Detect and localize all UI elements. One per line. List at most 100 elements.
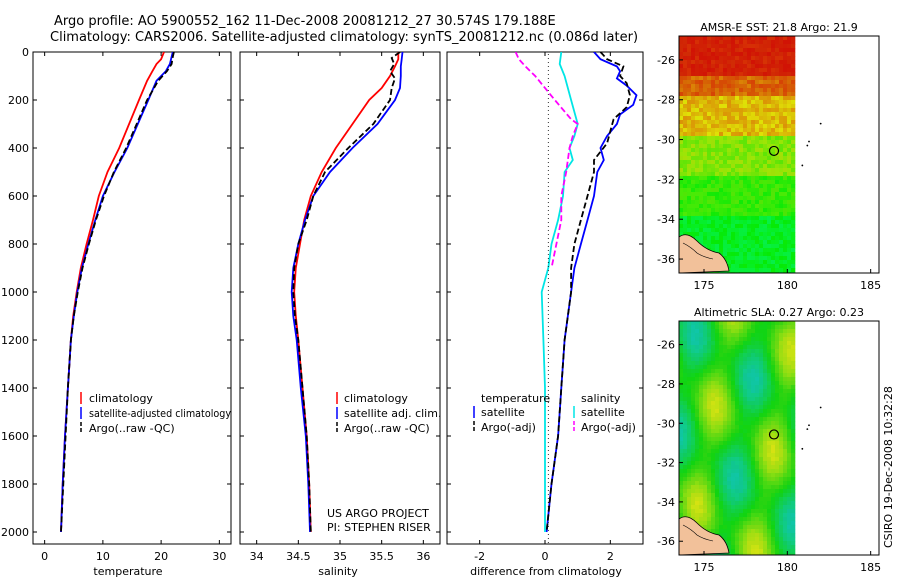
x-tick-label: 36 (416, 550, 430, 563)
map-cell (727, 224, 732, 229)
map-cell (771, 369, 776, 374)
map-cell (703, 361, 708, 366)
map-cell (755, 337, 760, 342)
map-cell (771, 361, 776, 366)
map-cell (767, 397, 772, 402)
map-cell (771, 148, 776, 153)
map-cell (711, 385, 716, 390)
map-cell (783, 260, 788, 265)
map-cell (739, 96, 744, 101)
map-cell (767, 469, 772, 474)
map-cell (791, 545, 796, 550)
map-cell (707, 128, 712, 133)
map-cell (759, 112, 764, 117)
map-cell (751, 353, 756, 358)
map-cell (771, 72, 776, 77)
map-cell (683, 501, 688, 506)
map-cell (755, 264, 760, 269)
sla-map-frame (678, 320, 880, 556)
map-cell (763, 425, 768, 430)
map-cell (707, 401, 712, 406)
map-cell (683, 204, 688, 209)
map-cell (779, 469, 784, 474)
map-cell (755, 196, 760, 201)
map-cell (699, 68, 704, 73)
map-cell (727, 513, 732, 518)
map-cell (715, 220, 720, 225)
map-cell (751, 268, 756, 273)
map-cell (679, 461, 684, 466)
map-cell (767, 421, 772, 426)
map-cell (687, 164, 692, 169)
map-cell (703, 196, 708, 201)
map-cell (783, 417, 788, 422)
map-cell (739, 553, 744, 556)
map-cell (691, 216, 696, 221)
map-cell (719, 481, 724, 486)
map-cell (747, 521, 752, 526)
map-cell (735, 72, 740, 77)
map-cell (711, 216, 716, 221)
sla-map: 175 180 185-26-28-30-32-34-36 (657, 321, 881, 574)
map-cell (703, 232, 708, 237)
map-cell (679, 373, 684, 378)
map-cell (711, 236, 716, 241)
map-cell (711, 124, 716, 129)
map-cell (703, 429, 708, 434)
map-cell (739, 124, 744, 129)
map-cell (771, 224, 776, 229)
map-cell (735, 393, 740, 398)
map-cell (703, 244, 708, 249)
map-cell (711, 200, 716, 205)
map-cell (747, 329, 752, 334)
map-cell (687, 212, 692, 217)
map-cell (767, 248, 772, 253)
map-cell (791, 325, 796, 330)
map-cell (691, 493, 696, 498)
map-cell (739, 381, 744, 386)
map-cell (767, 252, 772, 257)
map-cell (679, 68, 684, 73)
map-cell (739, 248, 744, 253)
map-cell (711, 224, 716, 229)
map-cell (735, 325, 740, 330)
map-cell (695, 184, 700, 189)
map-cell (759, 236, 764, 241)
map-cell (767, 228, 772, 233)
map-cell (727, 124, 732, 129)
map-cell (791, 144, 796, 149)
map-cell (731, 333, 736, 338)
map-cell (787, 244, 792, 249)
map-cell (695, 80, 700, 85)
map-cell (731, 48, 736, 53)
map-cell (691, 441, 696, 446)
map-cell (779, 349, 784, 354)
map-cell (779, 513, 784, 518)
map-cell (679, 204, 684, 209)
map-cell (695, 461, 700, 466)
map-cell (723, 409, 728, 414)
map-cell (727, 64, 732, 69)
map-cell (739, 212, 744, 217)
map-cell (703, 521, 708, 526)
map-cell (699, 385, 704, 390)
map-cell (719, 76, 724, 81)
map-cell (687, 325, 692, 330)
map-cell (699, 437, 704, 442)
map-cell (767, 361, 772, 366)
map-cell (691, 36, 696, 41)
map-cell (691, 401, 696, 406)
map-cell (767, 321, 772, 326)
map-cell (779, 473, 784, 478)
map-cell (727, 413, 732, 418)
map-cell (791, 96, 796, 101)
map-cell (791, 120, 796, 125)
map-cell (695, 429, 700, 434)
map-cell (755, 88, 760, 93)
map-cell (691, 64, 696, 69)
map-cell (779, 192, 784, 197)
map-cell (715, 52, 720, 57)
map-cell (747, 549, 752, 554)
map-cell (787, 140, 792, 145)
map-cell (735, 48, 740, 53)
